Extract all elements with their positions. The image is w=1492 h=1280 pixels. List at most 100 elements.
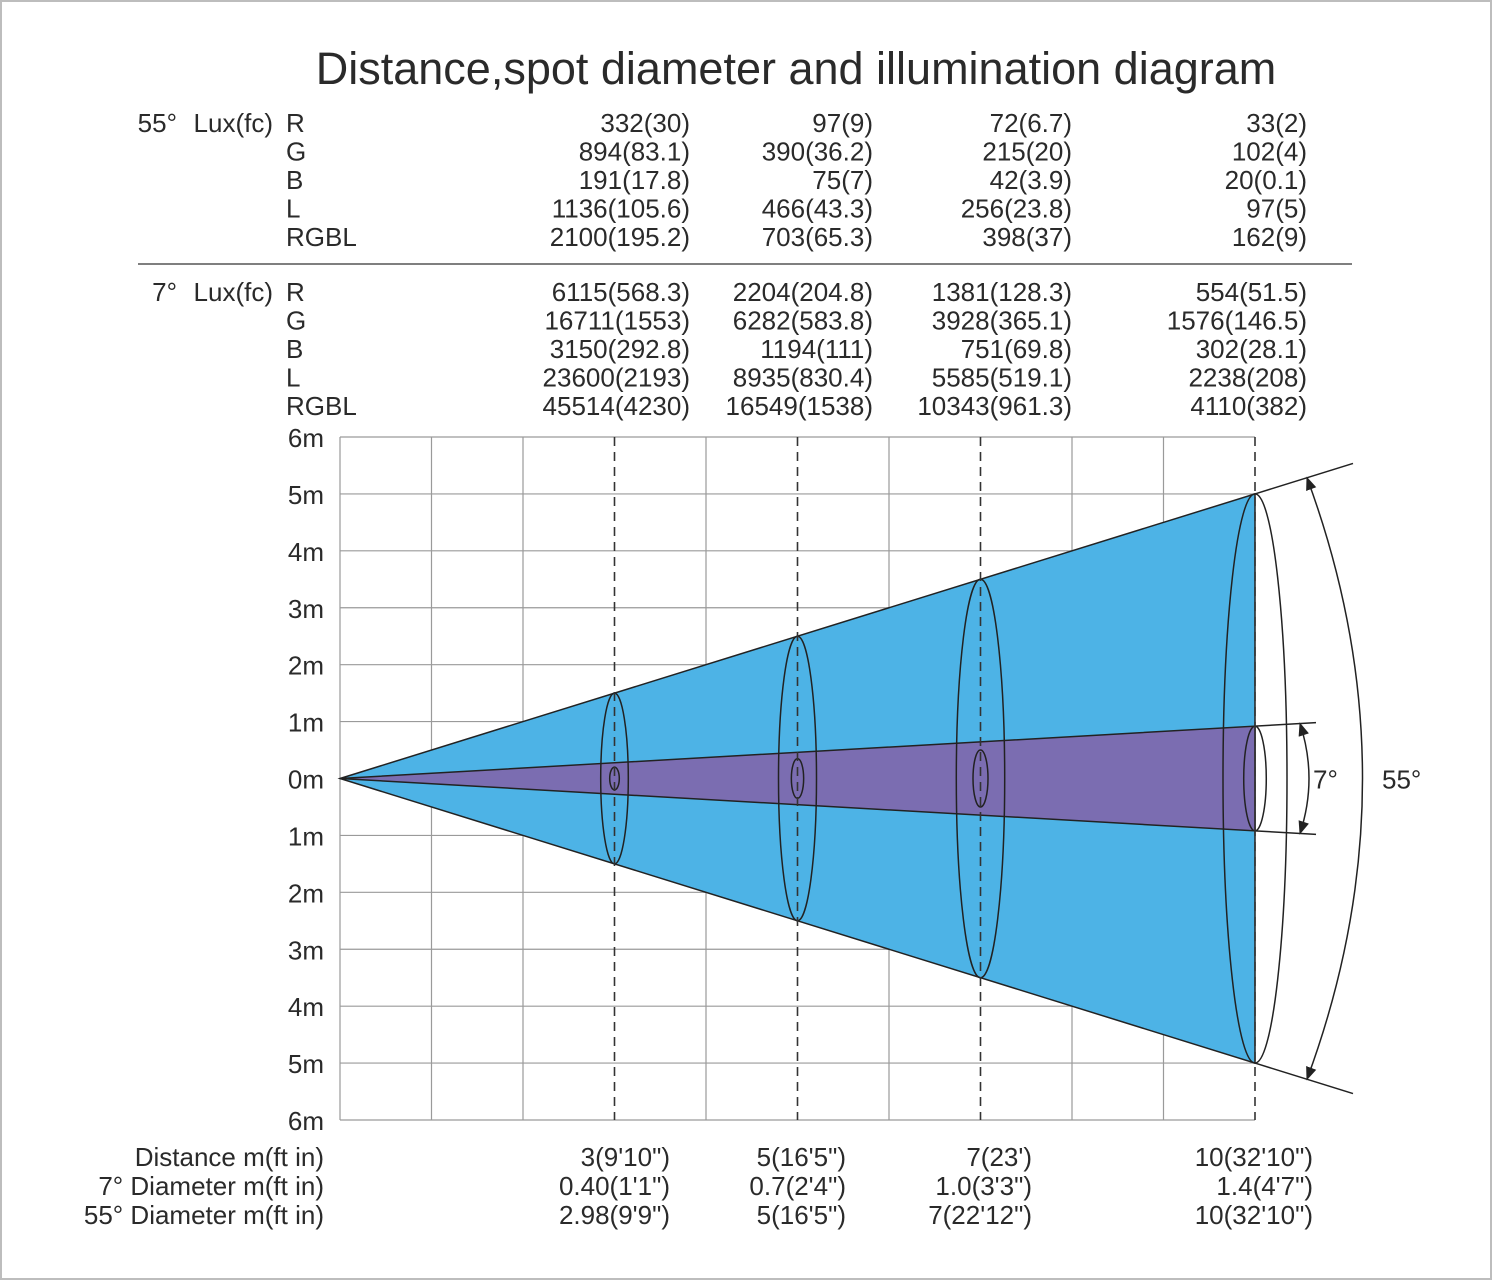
y-axis-label: 6m — [288, 423, 324, 453]
bottom-row-value: 3(9'10") — [581, 1142, 670, 1172]
narrow-angle-label: 7° — [1313, 765, 1338, 795]
table-cell: 10343(961.3) — [917, 391, 1072, 421]
y-axis-label: 4m — [288, 537, 324, 567]
table-cell: 72(6.7) — [990, 108, 1072, 138]
table-cell: 751(69.8) — [961, 334, 1072, 364]
bottom-row-value: 10(32'10") — [1195, 1142, 1313, 1172]
table-cell: 42(3.9) — [990, 165, 1072, 195]
table-channel-label: R — [286, 277, 305, 307]
table-cell: 1576(146.5) — [1167, 306, 1307, 336]
table-cell: 215(20) — [982, 137, 1072, 167]
diagram-title: Distance,spot diameter and illumination … — [316, 43, 1277, 94]
table-cell: 6115(568.3) — [552, 277, 690, 307]
y-axis-label: 1m — [288, 821, 324, 851]
wide-angle-arc — [1306, 476, 1364, 1081]
table-channel-label: L — [286, 363, 300, 393]
bottom-row-value: 0.40(1'1") — [559, 1171, 670, 1201]
table-channel-label: B — [286, 165, 303, 195]
table-cell: 97(5) — [1246, 194, 1307, 224]
y-axis-label: 3m — [288, 594, 324, 624]
y-axis-label: 3m — [288, 935, 324, 965]
y-axis-label: 5m — [288, 1049, 324, 1079]
bottom-row-value: 7(22'12") — [928, 1200, 1032, 1230]
table-cell: 97(9) — [812, 108, 873, 138]
table-cell: 1381(128.3) — [932, 277, 1072, 307]
table-cell: 16549(1538) — [726, 391, 873, 421]
narrow-angle-arc — [1298, 722, 1310, 835]
table-channel-label: L — [286, 194, 300, 224]
lux-tables: 55° Lux(fc) R 332(30) 97(9) 72(6.7) 33(2) G 894(… — [138, 108, 1307, 421]
table-channel-label: G — [286, 306, 306, 336]
wide-beam-extension — [1254, 462, 1354, 495]
bottom-row-value: 0.7(2'4") — [749, 1171, 846, 1201]
bottom-row-value: 1.4(4'7") — [1216, 1171, 1313, 1201]
table-cell: 162(9) — [1232, 222, 1307, 252]
table-cell: 3928(365.1) — [932, 306, 1072, 336]
table-cell: 8935(830.4) — [733, 363, 873, 393]
bottom-row-value: 5(16'5") — [757, 1200, 846, 1230]
table-cell: 33(2) — [1246, 108, 1307, 138]
table-cell: 6282(583.8) — [733, 306, 873, 336]
table-cell: 16711(1553) — [544, 306, 690, 336]
table-unit-label: Lux(fc) — [194, 108, 273, 138]
table-cell: 1136(105.6) — [552, 194, 690, 224]
y-axis-label: 5m — [288, 480, 324, 510]
table-cell: 466(43.3) — [762, 194, 873, 224]
bottom-row-value: 2.98(9'9") — [559, 1200, 670, 1230]
bottom-row-value: 10(32'10") — [1195, 1200, 1313, 1230]
table-cell: 20(0.1) — [1225, 165, 1307, 195]
table-cell: 398(37) — [982, 222, 1072, 252]
table-angle-label: 7° — [152, 277, 177, 307]
bottom-rows: Distance m(ft in) 3(9'10") 5(16'5") 7(23') 1… — [84, 1142, 1313, 1230]
table-cell: 4110(382) — [1190, 391, 1307, 421]
table-cell: 256(23.8) — [961, 194, 1072, 224]
bottom-row-value: 5(16'5") — [757, 1142, 846, 1172]
table-cell: 102(4) — [1232, 137, 1307, 167]
wide-spot-ellipse — [1222, 493, 1288, 1064]
y-axis-label: 4m — [288, 992, 324, 1022]
bottom-row-label: Distance m(ft in) — [135, 1142, 324, 1172]
table-channel-label: R — [286, 108, 305, 138]
table-channel-label: RGBL — [286, 222, 357, 252]
table-cell: 2238(208) — [1188, 363, 1307, 393]
table-cell: 390(36.2) — [762, 137, 873, 167]
narrow-beam-extension — [1254, 830, 1317, 836]
table-angle-label: 55° — [138, 108, 177, 138]
table-cell: 554(51.5) — [1196, 277, 1307, 307]
angle-annotations: 55° 7° — [1298, 476, 1421, 1081]
table-cell: 45514(4230) — [543, 391, 690, 421]
bottom-row-label: 55° Diameter m(ft in) — [84, 1200, 324, 1230]
table-channel-label: G — [286, 137, 306, 167]
table-cell: 2100(195.2) — [550, 222, 690, 252]
y-axis-labels: 6m 5m 4m 3m 2m 1m 0m 1m 2m 3m 4m 5m 6m — [288, 423, 324, 1136]
table-cell: 5585(519.1) — [932, 363, 1072, 393]
narrow-spot-ellipse — [972, 749, 989, 808]
table-cell: 302(28.1) — [1196, 334, 1307, 364]
table-cell: 191(17.8) — [579, 165, 690, 195]
table-channel-label: RGBL — [286, 391, 357, 421]
bottom-row-label: 7° Diameter m(ft in) — [98, 1171, 324, 1201]
y-axis-label: 2m — [288, 878, 324, 908]
bottom-row-value: 7(23') — [966, 1142, 1032, 1172]
table-cell: 703(65.3) — [762, 222, 873, 252]
table-cell: 3150(292.8) — [550, 334, 690, 364]
narrow-beam-extension — [1254, 721, 1317, 727]
table-cell: 1194(111) — [760, 334, 873, 364]
table-cell: 75(7) — [812, 165, 873, 195]
table-cell: 332(30) — [600, 108, 690, 138]
table-channel-label: B — [286, 334, 303, 364]
table-cell: 2204(204.8) — [733, 277, 873, 307]
table-cell: 894(83.1) — [579, 137, 690, 167]
y-axis-label: 2m — [288, 651, 324, 681]
bottom-row-value: 1.0(3'3") — [935, 1171, 1032, 1201]
beams — [337, 437, 1354, 1120]
y-axis-label: 6m — [288, 1106, 324, 1136]
wide-beam-extension — [1254, 1062, 1354, 1095]
table-unit-label: Lux(fc) — [194, 277, 273, 307]
wide-angle-label: 55° — [1382, 765, 1421, 795]
y-axis-label: 0m — [288, 765, 324, 795]
table-cell: 23600(2193) — [543, 363, 690, 393]
y-axis-label: 1m — [288, 708, 324, 738]
